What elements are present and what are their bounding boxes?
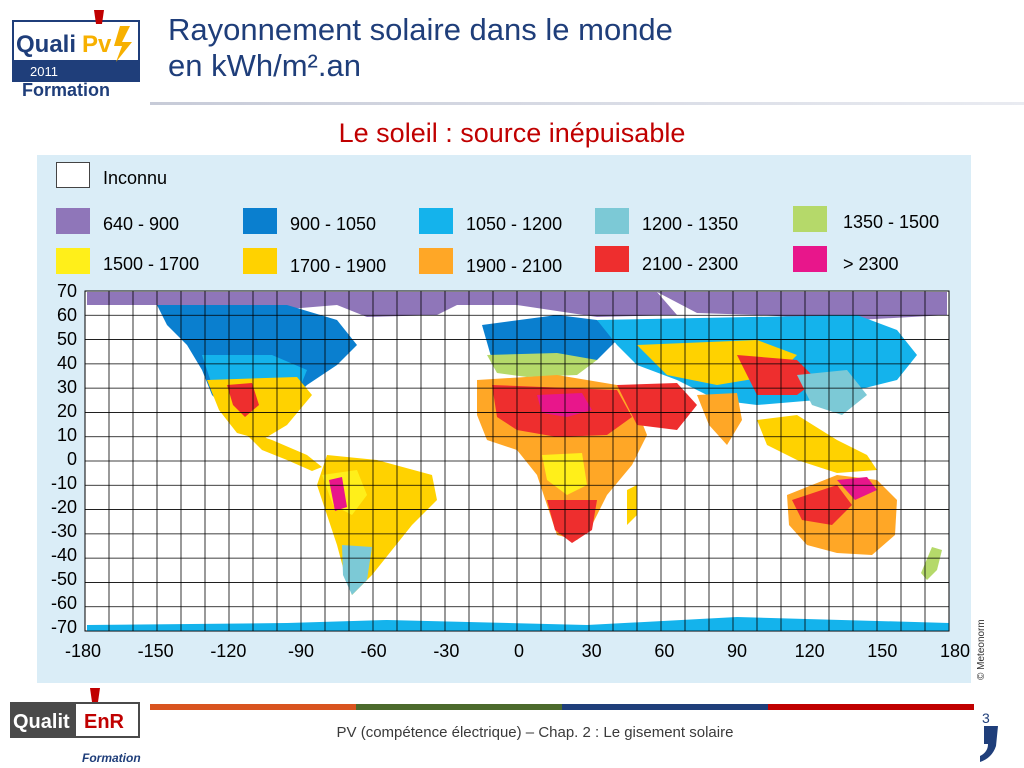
legend-label-3: 1050 - 1200 [466,214,563,234]
legend-swatch-3 [419,208,453,234]
lon-tick-label: -150 [138,641,174,661]
lat-tick-label: 60 [57,305,77,325]
quote-mark-icon [980,726,998,762]
land-south-europe [487,353,597,377]
legend-label-5: 1350 - 1500 [843,212,940,232]
qualipv-logo: Quali Pv 2011 Formation [12,10,140,100]
lat-tick-label: -60 [51,593,77,613]
legend-swatch-9 [595,246,629,272]
latitude-axis: 70 60 50 40 30 20 10 0 -10 -20 -30 -40 -50 -60 -70 [51,281,77,637]
legend-unknown-swatch [56,162,90,188]
lat-tick-label: 20 [57,401,77,421]
longitude-axis: -180 -150 -120 -90 -60 -30 0 30 60 90 120 150 180 [65,641,970,661]
land-australia-west [792,485,852,525]
lon-tick-label: -60 [361,641,387,661]
legend-swatch-7 [243,248,277,274]
legend-label-10: > 2300 [843,254,899,274]
legend-swatch-5 [793,206,827,232]
logo-brand-accent: Pv [82,31,112,58]
land-siberia-north [657,292,947,320]
lat-tick-label: -30 [51,521,77,541]
lat-tick-label: -40 [51,545,77,565]
legend-label-9: 2100 - 2300 [642,254,739,274]
lat-tick-label: 40 [57,353,77,373]
land-southern-africa [547,500,597,543]
lon-tick-label: 60 [654,641,674,661]
legend-label-6: 1500 - 1700 [103,254,200,274]
map-panel: Inconnu 640 - 900 900 - 1050 1050 - 1200… [37,155,971,683]
lightning-icon [114,26,132,62]
lat-tick-label: 10 [57,425,77,445]
title-line-1: Rayonnement solaire dans le monde [168,12,673,47]
lat-tick-label: -70 [51,617,77,637]
footer-bar-blue [562,704,768,710]
page-number: 3 [982,710,990,726]
qualitenr-logo: Qualit EnR Formation [10,688,141,765]
legend-label-8: 1900 - 2100 [466,256,563,276]
map-grid [84,290,950,632]
land-china-east [797,370,867,415]
logo-brand-text: Quali [16,31,76,58]
lon-tick-label: 0 [514,641,524,661]
credit-text: © Meteonorm [976,619,987,680]
lat-tick-label: 70 [57,281,77,301]
title-line-2: en kWh/m².an [168,48,361,83]
legend-swatch-2 [243,208,277,234]
footer-bar-red [768,704,974,710]
lat-tick-label: -10 [51,473,77,493]
lat-tick-label: 0 [67,449,77,469]
footer-text: PV (compétence électrique) – Chap. 2 : L… [336,724,734,741]
lon-tick-label: -180 [65,641,101,661]
slide-subtitle: Le soleil : source inépuisable [338,118,686,148]
logo-brand-text: Qualit [13,711,70,733]
land-southeast-asia [757,415,877,473]
land-arctic [87,292,677,317]
header-divider [150,102,1024,105]
legend-swatch-1 [56,208,90,234]
legend-swatch-6 [56,248,90,274]
lon-tick-label: -120 [210,641,246,661]
legend-swatch-10 [793,246,827,272]
lat-tick-label: -50 [51,569,77,589]
lon-tick-label: 150 [867,641,897,661]
meteonorm-credit: © Meteonorm [976,619,987,680]
logo-brand-accent: EnR [84,711,125,733]
lon-tick-label: 180 [940,641,970,661]
lon-tick-label: -30 [433,641,459,661]
land-new-zealand [921,547,942,580]
lon-tick-label: 90 [727,641,747,661]
lat-tick-label: -20 [51,497,77,517]
lon-tick-label: 120 [795,641,825,661]
land-madagascar [627,485,637,525]
land-australia-north [837,477,877,500]
legend-unknown-label: Inconnu [103,168,168,188]
footer-bar-green [356,704,562,710]
lat-tick-label: 30 [57,377,77,397]
legend-label-2: 900 - 1050 [290,214,377,234]
logo-sub: Formation [82,751,141,765]
lat-tick-label: 50 [57,329,77,349]
logo-inner [76,704,138,736]
logo-sub: Formation [22,80,110,100]
land-sahara-core [537,393,592,417]
page-title: Rayonnement solaire dans le monde en kWh… [168,12,673,84]
legend-label-1: 640 - 900 [103,214,180,234]
land-usa-southwest [227,383,259,417]
legend-swatch-8 [419,248,453,274]
legend-swatch-4 [595,208,629,234]
lon-tick-label: -90 [288,641,314,661]
legend-label-4: 1200 - 1350 [642,214,739,234]
land-antarctica [87,617,949,631]
land-central-africa [542,453,587,495]
legend-label-7: 1700 - 1900 [290,256,387,276]
logo-apostrophe-icon [94,10,104,24]
footer-bar-orange [150,704,356,710]
world-irradiation-map: 70 60 50 40 30 20 10 0 -10 -20 -30 -40 -50 -60 -70 -18… [51,281,970,661]
logo-year: 2011 [30,64,58,79]
land-india [697,393,742,445]
lon-tick-label: 30 [582,641,602,661]
logo-apostrophe-icon [90,688,100,702]
